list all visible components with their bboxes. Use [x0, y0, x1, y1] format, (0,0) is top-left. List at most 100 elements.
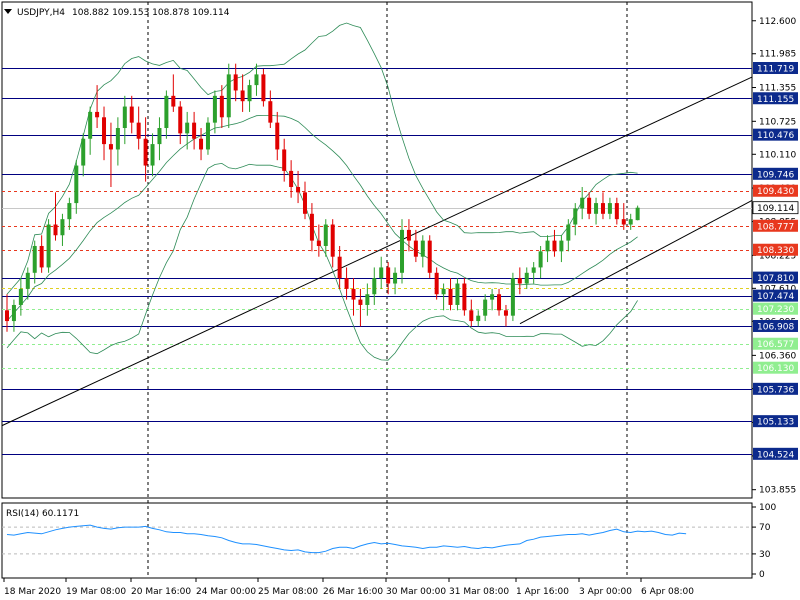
- candle: [115, 117, 120, 166]
- candle: [393, 267, 398, 295]
- candle: [275, 111, 280, 161]
- candle: [108, 122, 113, 187]
- candle: [233, 63, 238, 102]
- price-label: 111.155: [753, 92, 798, 105]
- time-tick-label: 18 Mar 2020: [4, 587, 61, 597]
- rsi-tick-label: 100: [759, 503, 776, 513]
- price-tick-label: 107.610: [759, 284, 796, 294]
- candle: [39, 235, 44, 273]
- candle: [490, 288, 495, 311]
- candles: [5, 63, 640, 332]
- rsi-label: RSI(14) 60.1171: [6, 509, 79, 519]
- price-label: 105.736: [753, 382, 798, 395]
- candle: [309, 203, 314, 252]
- candle: [136, 106, 141, 150]
- candle: [178, 101, 183, 145]
- horizontal-levels: [2, 68, 752, 455]
- candle: [614, 197, 619, 225]
- price-label-text: 110.476: [757, 131, 794, 141]
- candle: [538, 245, 543, 279]
- time-tick-label: 19 Mar 08:00: [66, 587, 126, 597]
- candle: [88, 106, 93, 155]
- collapse-arrow-icon[interactable]: [4, 9, 12, 14]
- candle: [386, 262, 391, 295]
- price-tick-label: 103.855: [759, 486, 796, 496]
- time-axis[interactable]: 18 Mar 2020 19 Mar 08:00 20 Mar 16:00 24 Ma…: [2, 577, 752, 597]
- candle: [372, 267, 377, 305]
- candle: [95, 85, 100, 129]
- candle: [143, 117, 148, 182]
- candle: [185, 111, 190, 150]
- candle: [594, 197, 599, 225]
- time-tick-label: 24 Mar 00:00: [196, 587, 256, 597]
- candle: [74, 160, 79, 214]
- candle: [517, 267, 522, 295]
- candle: [46, 219, 51, 273]
- candle: [379, 256, 384, 289]
- ohlc-values: 108.882 109.153 108.878 109.114: [72, 8, 230, 18]
- candle: [351, 278, 356, 316]
- candle: [587, 192, 592, 220]
- price-label: 109.430: [753, 184, 798, 197]
- candle: [18, 278, 23, 316]
- candle: [219, 85, 224, 129]
- candle: [247, 79, 252, 112]
- candle: [573, 203, 578, 236]
- price-label: 106.577: [753, 337, 798, 350]
- candle: [635, 205, 640, 221]
- rsi-tick-label: 0: [759, 570, 765, 580]
- candle: [497, 288, 502, 316]
- bollinger-lower: [6, 162, 638, 361]
- candle: [552, 229, 557, 257]
- time-tick-label: 20 Mar 16:00: [131, 587, 191, 597]
- candle: [434, 267, 439, 300]
- price-label-text: 111.155: [757, 95, 794, 105]
- candle: [192, 111, 197, 150]
- candle: [199, 128, 204, 161]
- time-tick-label: 31 Mar 08:00: [449, 587, 509, 597]
- price-label-text: 107.230: [757, 305, 794, 315]
- candle: [420, 235, 425, 268]
- candle: [129, 95, 134, 134]
- candle: [25, 267, 30, 300]
- candle: [282, 138, 287, 182]
- candle: [344, 267, 349, 300]
- price-label-text: 105.133: [757, 418, 794, 428]
- candle: [545, 235, 550, 263]
- candle: [330, 219, 335, 268]
- price-label-text: 106.130: [757, 364, 794, 374]
- candle: [600, 192, 605, 220]
- rsi-tick-label: 70: [759, 523, 771, 533]
- candle: [261, 69, 266, 107]
- time-tick-label: 25 Mar 08:00: [258, 587, 318, 597]
- price-labels: 111.719 111.155 110.476 109.746 109.430 109.1…: [752, 62, 799, 460]
- price-label: 104.524: [753, 447, 798, 460]
- rsi-line: [6, 524, 687, 554]
- bollinger-middle: [6, 115, 638, 322]
- price-label: 109.114: [752, 201, 799, 214]
- candle: [164, 90, 169, 139]
- price-label: 107.810: [753, 271, 798, 284]
- price-label: 111.719: [753, 62, 798, 75]
- rsi-tick-label: 30: [759, 550, 771, 560]
- bollinger-upper: [6, 22, 638, 295]
- candle: [469, 299, 474, 327]
- candle: [413, 229, 418, 263]
- candle: [60, 213, 65, 246]
- candle: [157, 117, 162, 161]
- candle: [448, 278, 453, 311]
- chart-header: USDJPY,H4 108.882 109.153 108.878 109.11…: [4, 8, 230, 18]
- time-tick-label: 1 Apr 16:00: [516, 587, 569, 597]
- price-label: 107.474: [753, 289, 798, 302]
- trendline-main: [1, 76, 753, 427]
- candle: [510, 272, 515, 322]
- price-label: 107.230: [753, 302, 798, 315]
- candle: [358, 288, 363, 327]
- candle: [400, 219, 405, 284]
- candle: [240, 74, 245, 112]
- candle: [102, 106, 107, 161]
- rsi-panel[interactable]: RSI(14) 60.1171 100 70 30 0: [1, 502, 776, 580]
- candle: [171, 74, 176, 112]
- price-label-text: 107.474: [757, 292, 794, 302]
